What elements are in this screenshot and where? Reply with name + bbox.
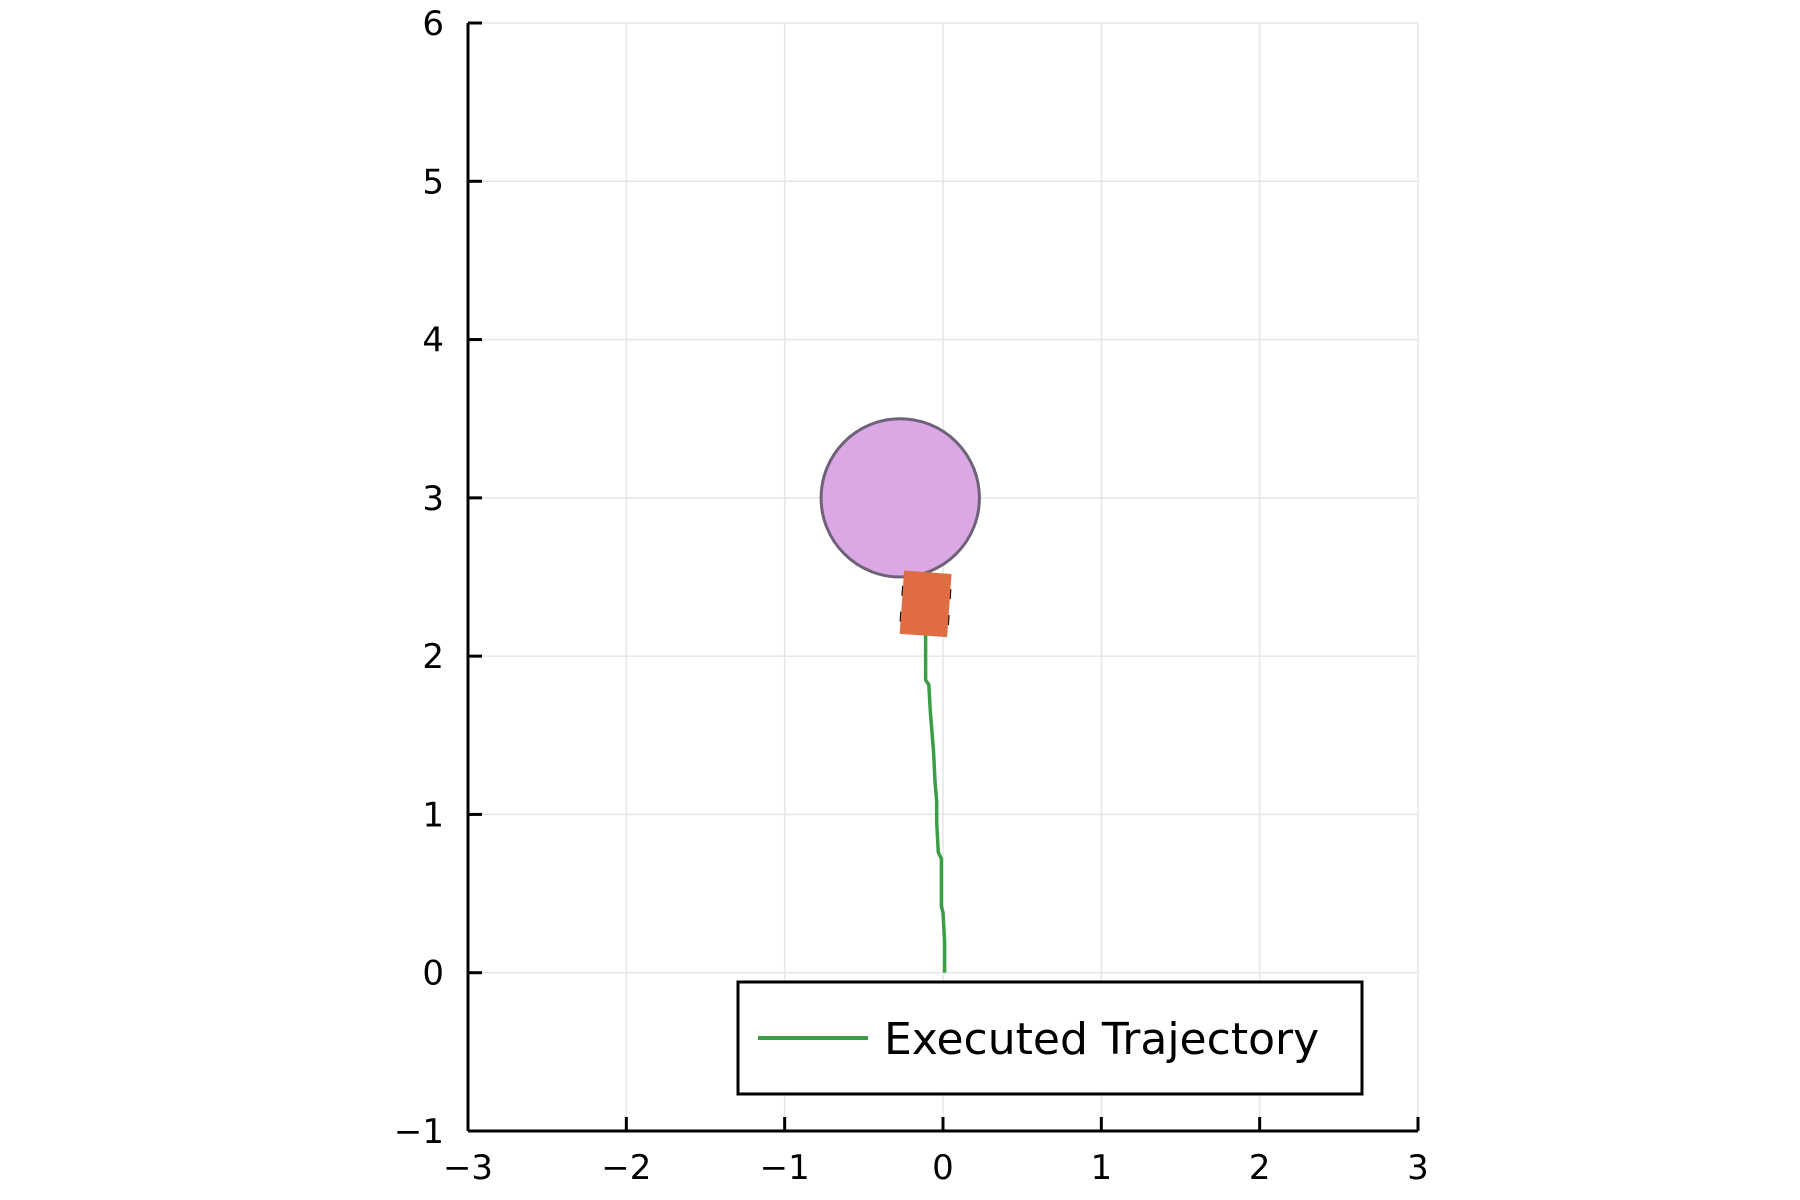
vehicle-body bbox=[899, 570, 952, 638]
y-tick-label: 4 bbox=[422, 321, 444, 361]
series bbox=[922, 600, 947, 973]
obstacles bbox=[819, 417, 981, 579]
vehicles bbox=[899, 570, 952, 638]
y-tick-label: 6 bbox=[422, 4, 444, 44]
y-tick-label: 3 bbox=[422, 479, 444, 519]
x-tick-label: −3 bbox=[443, 1148, 493, 1188]
obstacle-circle bbox=[819, 417, 981, 579]
x-tick-label: 3 bbox=[1407, 1148, 1429, 1188]
x-tick-label: 2 bbox=[1249, 1148, 1271, 1188]
legend: Executed Trajectory bbox=[736, 980, 1364, 1096]
grid bbox=[467, 22, 1419, 1132]
x-tick-label: −2 bbox=[601, 1148, 651, 1188]
y-tick-label: 0 bbox=[422, 954, 444, 994]
x-tick-label: 1 bbox=[1091, 1148, 1113, 1188]
x-tick-label: −1 bbox=[760, 1148, 810, 1188]
y-tick-label: 5 bbox=[422, 162, 444, 202]
vehicle bbox=[899, 570, 952, 638]
y-tick-label: −1 bbox=[394, 1112, 444, 1152]
y-tick-label: 1 bbox=[422, 795, 444, 835]
y-tick-label: 2 bbox=[422, 637, 444, 677]
x-tick-label: 0 bbox=[932, 1148, 954, 1188]
axes: −3 −2 −1 0 1 2 3 −1 0 1 2 3 4 5 6 bbox=[394, 4, 1429, 1188]
trajectory-line bbox=[922, 600, 947, 973]
legend-label: Executed Trajectory bbox=[884, 1014, 1319, 1065]
